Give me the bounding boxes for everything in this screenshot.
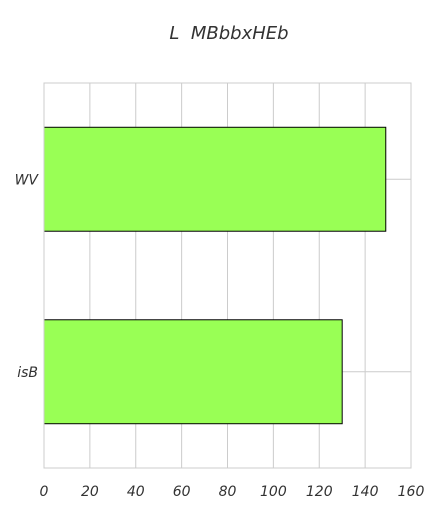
bar bbox=[43, 319, 343, 425]
x-axis-ticks: 0 20 40 60 80 100 120 140 160 bbox=[40, 484, 425, 500]
x-tick-label: 160 bbox=[398, 484, 425, 500]
plot-frame bbox=[43, 82, 412, 469]
x-tick-label: 120 bbox=[306, 484, 333, 500]
y-axis-ticks: WV isB bbox=[15, 172, 40, 381]
x-tick-label: 20 bbox=[81, 484, 99, 500]
x-tick-label: 60 bbox=[173, 484, 191, 500]
x-tick-label: 80 bbox=[219, 484, 237, 500]
bars bbox=[43, 126, 387, 425]
x-tick-label: 140 bbox=[352, 484, 379, 500]
bar bbox=[43, 126, 387, 232]
x-tick-label: 100 bbox=[260, 484, 287, 500]
x-tick-label: 40 bbox=[127, 484, 145, 500]
y-tick-label: isB bbox=[17, 365, 38, 381]
y-tick-label: WV bbox=[15, 172, 40, 188]
chart-title: L MBbbxHEb bbox=[169, 23, 288, 44]
x-tick-label: 0 bbox=[40, 484, 49, 500]
